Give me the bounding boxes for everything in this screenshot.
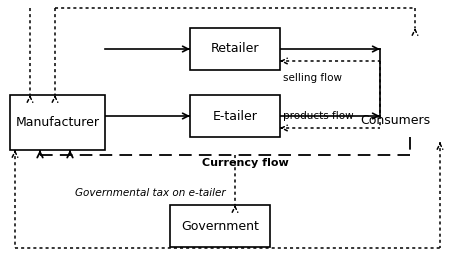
- Text: Governmental tax on e-tailer: Governmental tax on e-tailer: [75, 188, 226, 198]
- Text: selling flow: selling flow: [283, 73, 342, 83]
- Bar: [10, 95, 105, 150]
- Bar: [170, 205, 270, 247]
- Text: E-tailer: E-tailer: [212, 110, 257, 122]
- Text: Currency flow: Currency flow: [201, 158, 288, 168]
- Text: Retailer: Retailer: [211, 43, 259, 56]
- Text: Government: Government: [181, 220, 259, 233]
- Bar: [190, 95, 280, 137]
- Text: Manufacturer: Manufacturer: [16, 116, 100, 129]
- Bar: [190, 28, 280, 70]
- Text: Consumers: Consumers: [360, 114, 430, 127]
- Text: products flow: products flow: [283, 111, 354, 121]
